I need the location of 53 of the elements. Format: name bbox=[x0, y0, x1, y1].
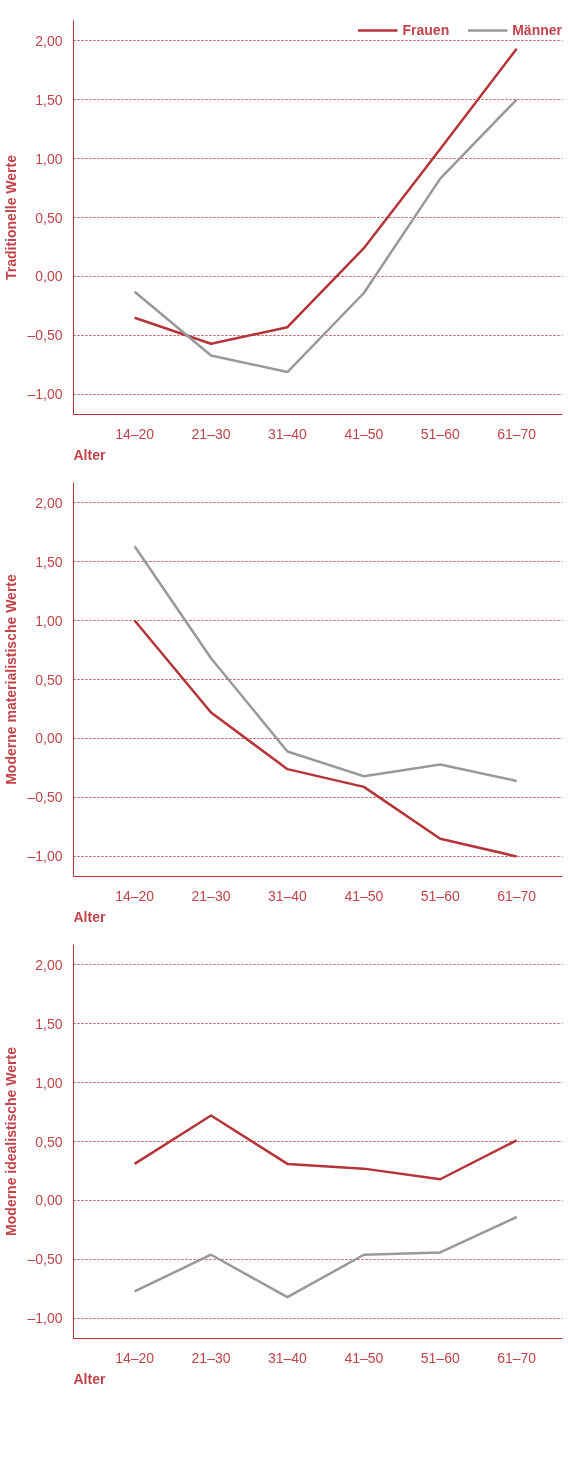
line-series bbox=[133, 1215, 518, 1299]
x-tick-label: 14–20 bbox=[115, 425, 155, 442]
line-series bbox=[133, 1114, 518, 1181]
line-series bbox=[133, 47, 518, 345]
line-series bbox=[133, 98, 518, 374]
y-tick-label: 0,50 bbox=[35, 209, 63, 226]
x-tick-label: 51–60 bbox=[420, 887, 460, 904]
legend-label: Männer bbox=[512, 22, 562, 38]
x-tick-label: 31–40 bbox=[267, 887, 308, 904]
x-tick-label: 51–60 bbox=[420, 1349, 460, 1366]
x-tick-label: 41–50 bbox=[344, 887, 384, 904]
y-tick-label: 2,00 bbox=[35, 494, 63, 511]
x-tick-label: 61–70 bbox=[497, 887, 537, 904]
y-tick-label: 0,00 bbox=[35, 730, 63, 747]
line-series bbox=[133, 619, 518, 858]
y-tick-label: 0,00 bbox=[35, 1192, 63, 1209]
legend-label: Frauen bbox=[402, 22, 450, 38]
y-tick-label: 1,00 bbox=[35, 150, 63, 167]
y-axis-title: Traditionelle Werte bbox=[3, 154, 20, 280]
y-tick-label: 1,00 bbox=[35, 612, 63, 629]
y-tick-label: –0,50 bbox=[27, 327, 63, 344]
x-axis-title: Alter bbox=[73, 1370, 106, 1387]
x-tick-label: 14–20 bbox=[115, 887, 155, 904]
y-tick-label: 1,50 bbox=[35, 91, 63, 108]
y-tick-label: 1,00 bbox=[35, 1074, 63, 1091]
x-tick-label: 21–30 bbox=[191, 1349, 231, 1366]
y-tick-label: –1,00 bbox=[27, 1310, 63, 1327]
y-tick-label: 0,50 bbox=[35, 1133, 63, 1150]
y-tick-label: 2,00 bbox=[35, 956, 63, 973]
line-series bbox=[133, 544, 518, 783]
y-tick-label: 1,50 bbox=[35, 1015, 63, 1032]
y-tick-label: 0,50 bbox=[35, 671, 63, 688]
y-tick-label: 0,00 bbox=[35, 268, 63, 285]
x-tick-label: 21–30 bbox=[191, 887, 231, 904]
x-axis-title: Alter bbox=[73, 908, 106, 925]
x-tick-label: 31–40 bbox=[267, 1349, 308, 1366]
x-tick-label: 51–60 bbox=[420, 425, 460, 442]
y-tick-label: 2,00 bbox=[35, 32, 63, 49]
y-axis-title: Moderne materialistische Werte bbox=[3, 573, 20, 785]
x-tick-label: 61–70 bbox=[497, 1349, 537, 1366]
y-tick-label: –0,50 bbox=[27, 789, 63, 806]
x-tick-label: 61–70 bbox=[497, 425, 537, 442]
y-axis-title: Moderne idealistische Werte bbox=[3, 1046, 20, 1236]
y-tick-label: 1,50 bbox=[35, 553, 63, 570]
x-tick-label: 21–30 bbox=[191, 425, 231, 442]
y-tick-label: –1,00 bbox=[27, 386, 63, 403]
x-tick-label: 14–20 bbox=[115, 1349, 155, 1366]
y-tick-label: –1,00 bbox=[27, 848, 63, 865]
y-tick-label: –0,50 bbox=[27, 1251, 63, 1268]
x-tick-label: 41–50 bbox=[344, 425, 384, 442]
x-tick-label: 41–50 bbox=[344, 1349, 384, 1366]
x-tick-label: 31–40 bbox=[267, 425, 308, 442]
x-axis-title: Alter bbox=[73, 446, 106, 463]
